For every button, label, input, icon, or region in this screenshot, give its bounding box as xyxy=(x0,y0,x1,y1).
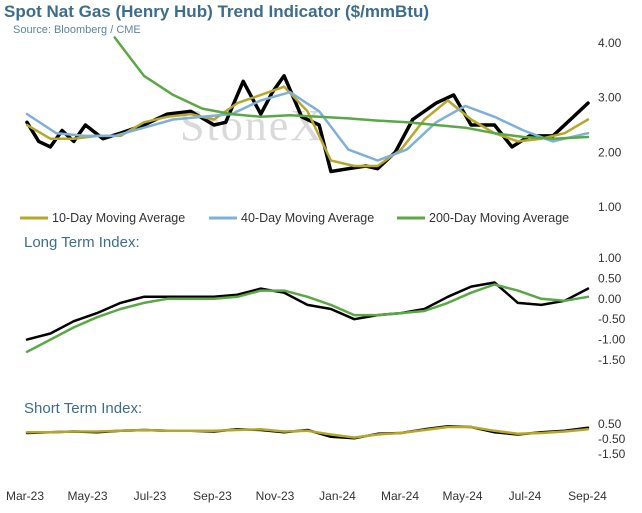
x-tick-label: Sep-23 xyxy=(193,489,232,503)
panel0-series-line-2 xyxy=(25,90,590,162)
panel1-ytick-label: 0.00 xyxy=(598,292,622,306)
x-tick-label: Jan-24 xyxy=(319,489,356,503)
panel1-ytick-label: -0.50 xyxy=(598,312,626,326)
x-tick-label: Nov-23 xyxy=(256,489,295,503)
panel2-ytick-label: 0.50 xyxy=(598,417,622,431)
panel0-series-line-3 xyxy=(113,36,590,140)
panel0-ytick-label: 3.00 xyxy=(598,91,622,105)
panel2-title: Short Term Index: xyxy=(24,400,142,417)
panel2-ytick-label: -0.50 xyxy=(598,432,626,446)
x-tick-label: May-23 xyxy=(67,489,107,503)
panel1-ytick-label: -1.50 xyxy=(598,353,626,367)
panel1-series-line-1 xyxy=(25,283,590,354)
panel2-ytick-label: -1.50 xyxy=(598,447,626,461)
panel2-series-line-1 xyxy=(25,425,590,439)
legend-label-2: 200-Day Moving Average xyxy=(429,211,569,225)
panel0-ytick-label: 1.00 xyxy=(598,200,622,214)
panel0-ytick-label: 2.00 xyxy=(598,145,622,159)
x-tick-label: May-24 xyxy=(442,489,482,503)
panel0-ytick-label: 4.00 xyxy=(598,36,622,50)
x-tick-label: Mar-24 xyxy=(381,489,419,503)
legend-label-0: 10-Day Moving Average xyxy=(52,211,185,225)
chart-title: Spot Nat Gas (Henry Hub) Trend Indicator… xyxy=(4,2,430,21)
x-tick-label: Jul-23 xyxy=(134,489,167,503)
x-tick-label: Mar-23 xyxy=(6,489,44,503)
x-tick-label: Jul-24 xyxy=(509,489,542,503)
x-tick-label: Sep-24 xyxy=(568,489,607,503)
panel1-series-line-0 xyxy=(25,281,590,341)
panel1-ytick-label: -1.00 xyxy=(598,333,626,347)
legend-label-1: 40-Day Moving Average xyxy=(241,211,374,225)
panel1-ytick-label: 1.00 xyxy=(598,251,622,265)
panel1-ytick-label: 0.50 xyxy=(598,271,622,285)
chart-source: Source: Bloomberg / CME xyxy=(13,24,141,36)
panel1-title: Long Term Index: xyxy=(24,234,140,251)
